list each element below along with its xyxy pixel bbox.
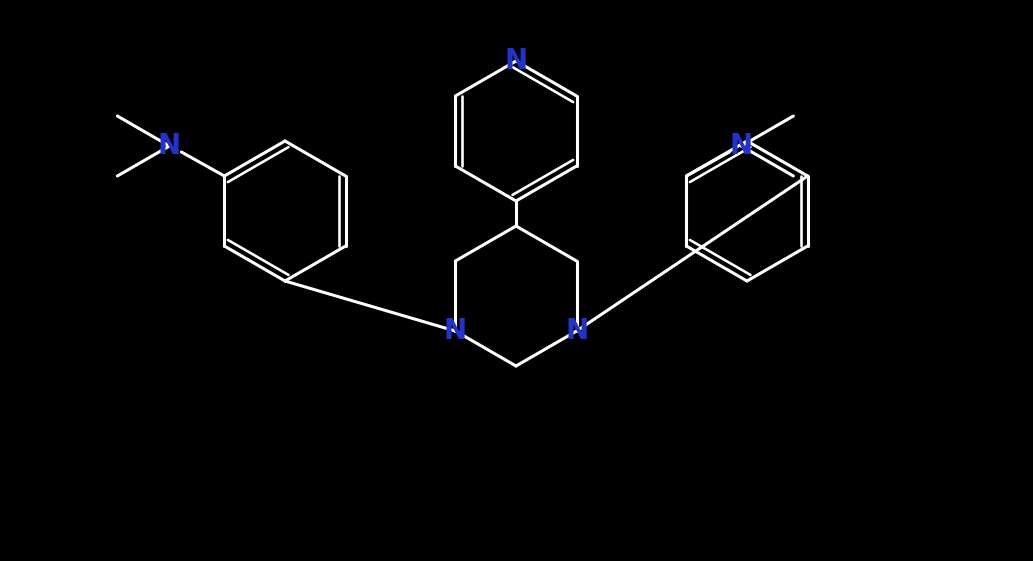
Text: N: N bbox=[730, 132, 753, 160]
Text: N: N bbox=[444, 317, 467, 345]
Text: N: N bbox=[158, 132, 181, 160]
Text: N: N bbox=[504, 47, 528, 75]
Text: N: N bbox=[565, 317, 588, 345]
